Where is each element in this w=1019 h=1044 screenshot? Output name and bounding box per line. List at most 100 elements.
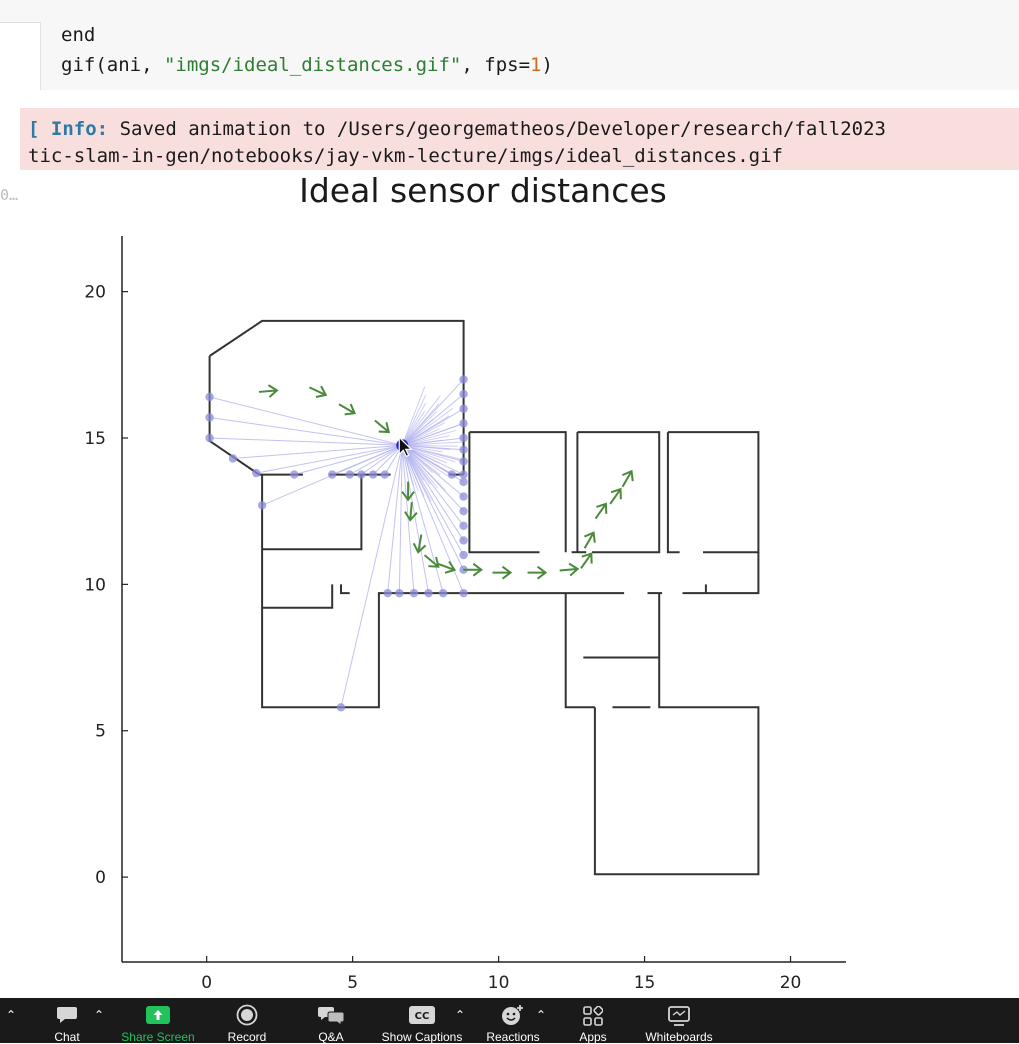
x-tick-label: 20 (780, 973, 802, 993)
sensor-hit-point (459, 536, 468, 545)
pose-arrow (404, 502, 418, 522)
x-tick-label: 15 (634, 973, 656, 993)
sensor-hit-point (459, 445, 468, 454)
info-line-1: [ Info: Saved animation to /Users/george… (28, 118, 886, 140)
pose-arrow-head (581, 552, 593, 564)
captions-caret-icon[interactable]: ⌃ (455, 1008, 466, 1022)
qa-icon (318, 1007, 344, 1026)
share-screen-button[interactable]: Share Screen (116, 998, 200, 1044)
sensor-rays (209, 379, 465, 708)
zoom-meeting-toolbar: ⌃ Chat ⌃ Share Screen Record Q&A CC (0, 998, 1019, 1044)
cell-output-info: [ Info: Saved animation to /Users/george… (20, 108, 1019, 170)
apps-label: Apps (579, 1030, 607, 1044)
sensor-ray (401, 444, 439, 489)
code-line-2: gif(ani, "imgs/ideal_distances.gif", fps… (61, 54, 553, 76)
toolbar-caret-icon[interactable]: ⌃ (6, 1008, 17, 1022)
info-bracket: [ (28, 118, 40, 140)
mouse-cursor-shape (398, 435, 413, 458)
chat-caret-icon[interactable]: ⌃ (94, 1008, 105, 1022)
sensor-ray (401, 445, 430, 594)
sensor-ray (402, 444, 464, 461)
y-tick-label: 0 (95, 868, 106, 888)
share-screen-icon (146, 1006, 170, 1024)
whiteboard-icon (668, 1006, 690, 1026)
sensor-ray (387, 445, 403, 594)
pose-arrow-head (501, 565, 513, 580)
reactions-label: Reactions (486, 1030, 540, 1044)
sensor-hit-point (459, 419, 468, 428)
record-button[interactable]: Record (220, 998, 274, 1044)
pose-arrow-shaft (580, 553, 592, 569)
x-tick-label: 5 (347, 973, 358, 993)
pose-arrow (423, 554, 440, 568)
sensor-ray (401, 402, 427, 446)
pose-arrow-shaft (417, 534, 423, 552)
wall-segment (667, 431, 760, 554)
sensor-hit-point (459, 389, 468, 399)
pose-arrow-shaft (437, 562, 454, 571)
pose-arrow (338, 403, 357, 416)
wall-segment (682, 552, 760, 595)
info-line-2: tic-slam-in-gen/notebooks/jay-vkm-lectur… (28, 145, 783, 167)
sensor-hit-point (459, 550, 468, 560)
pose-arrow (594, 502, 608, 520)
pose-arrow-head (404, 511, 418, 522)
wall-segment (340, 584, 350, 595)
qa-button[interactable]: Q&A (304, 998, 358, 1044)
x-tick-label: 10 (488, 973, 510, 993)
apps-button[interactable]: Apps (566, 998, 620, 1044)
pose-arrows (258, 384, 634, 580)
sensor-ray (401, 411, 438, 446)
sensor-ray (401, 444, 449, 477)
sensor-ray (401, 444, 447, 492)
sensor-hit-point (459, 477, 468, 487)
sensor-hit-point (459, 521, 468, 531)
sensor-ray (332, 444, 403, 476)
sensor-ray (401, 407, 454, 446)
sensor-hit-point (205, 433, 214, 443)
pose-arrow-head (621, 469, 634, 482)
sensor-hit-point (447, 470, 457, 479)
pose-arrow-shaft (583, 533, 594, 549)
record-label: Record (227, 1030, 267, 1044)
sensor-ray (401, 445, 415, 594)
sensor-ray (401, 445, 464, 527)
wall-segment (666, 432, 680, 554)
reactions-button[interactable]: Reactions (482, 998, 544, 1044)
show-captions-button[interactable]: CC Show Captions (378, 998, 466, 1044)
y-tick-label: 15 (84, 429, 106, 449)
pose-arrow (258, 384, 279, 398)
sensor-hit-point (327, 470, 337, 479)
pose-arrow-shaft (621, 471, 632, 488)
sensor-hit-point (357, 470, 366, 479)
chat-button[interactable]: Chat (40, 998, 94, 1044)
code-cell[interactable]: end gif(ani, "imgs/ideal_distances.gif",… (40, 22, 1019, 90)
sensor-ray (402, 423, 462, 446)
notebook-top-bar (0, 0, 1019, 23)
wall-segment (262, 474, 363, 551)
code-fps-value: 1 (530, 54, 542, 76)
reactions-caret-icon[interactable]: ⌃ (536, 1008, 547, 1022)
sensor-ray (402, 444, 456, 463)
mouse-cursor-icon (398, 435, 413, 458)
sensor-hit-point (383, 588, 392, 598)
sensor-ray (209, 417, 403, 446)
sensor-ray (402, 441, 465, 446)
pose-arrow (580, 552, 593, 569)
pose-arrow-head (428, 556, 440, 568)
chat-label: Chat (54, 1030, 80, 1044)
sensor-ray (209, 437, 403, 446)
pose-arrow-head (315, 385, 328, 398)
chart-title: Ideal sensor distances (299, 171, 667, 210)
pose-arrow (609, 487, 622, 505)
sensor-ray (401, 394, 427, 446)
whiteboards-button[interactable]: Whiteboards (640, 998, 718, 1044)
sensor-hit-point (459, 375, 468, 384)
sensor-ray (361, 444, 403, 475)
captions-icon: CC (409, 1006, 435, 1024)
pose-arrow (437, 560, 457, 574)
sensor-ray (232, 444, 403, 459)
pose-arrow-head (568, 562, 580, 577)
sensor-hit-point (380, 470, 389, 479)
sensor-hit-point (459, 404, 468, 413)
